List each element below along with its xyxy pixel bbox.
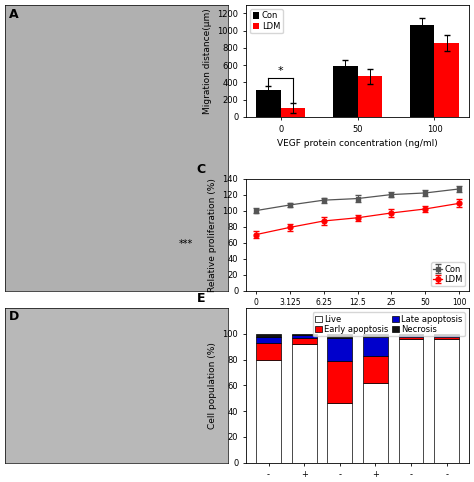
Bar [363,336,388,356]
Bar [435,43,459,117]
Bar [328,403,352,463]
Legend: Con, LDM: Con, LDM [431,262,465,286]
Bar [399,339,423,463]
Legend: Live, Early apoptosis, Late apoptosis, Necrosis: Live, Early apoptosis, Late apoptosis, N… [313,312,465,336]
Y-axis label: Migration distance(μm): Migration distance(μm) [203,8,212,114]
Text: ***: *** [179,239,193,249]
Bar [434,335,459,336]
Y-axis label: Cell population (%): Cell population (%) [208,342,217,429]
Bar [363,383,388,463]
Bar [399,335,423,336]
Text: *: * [278,67,283,76]
Bar [399,336,423,339]
Bar [410,25,435,117]
Bar [292,338,317,344]
Bar [328,361,352,403]
Bar [434,334,459,335]
Bar [256,334,281,336]
Bar [281,108,305,117]
X-axis label: VEGF protein concentration (ng/ml): VEGF protein concentration (ng/ml) [277,313,438,322]
Bar [256,336,281,343]
Text: C: C [197,163,206,176]
Bar [328,334,352,338]
Text: A: A [9,8,19,21]
Bar [292,344,317,463]
Y-axis label: Relative proliferation (%): Relative proliferation (%) [208,178,217,292]
Bar [256,343,281,360]
Text: E: E [197,292,205,305]
Bar [399,334,423,335]
Bar [292,335,317,338]
Text: B: B [197,0,206,2]
Bar [256,360,281,463]
Legend: Con, LDM: Con, LDM [250,9,283,33]
X-axis label: VEGF protein concentration (ng/ml): VEGF protein concentration (ng/ml) [277,139,438,148]
Bar [292,334,317,335]
Bar [434,336,459,339]
Bar [363,356,388,383]
Bar [363,334,388,336]
Bar [256,90,281,117]
Bar [357,76,382,117]
Bar [328,338,352,361]
Bar [333,67,357,117]
Text: D: D [9,310,19,323]
Bar [434,339,459,463]
